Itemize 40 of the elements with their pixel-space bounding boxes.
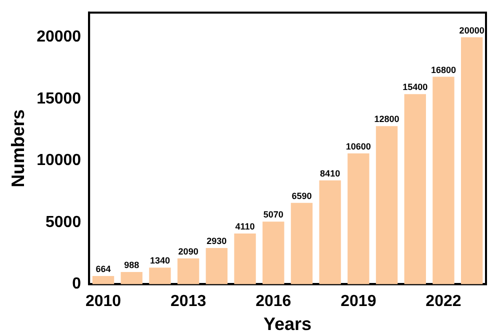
data-label: 10600 [346,141,371,152]
y-tick-label: 5000 [46,214,82,231]
x-tick-label: 2022 [426,293,462,310]
x-tick-label: 2013 [170,293,206,310]
data-label: 15400 [402,82,428,92]
data-label: 2930 [206,236,227,246]
bar [376,126,398,284]
bar [234,233,256,284]
bar [149,268,171,284]
bar [404,94,426,284]
data-label: 16800 [430,64,456,75]
y-tick-label: 10000 [36,152,82,170]
data-label: 1340 [150,256,170,266]
bar [262,222,284,284]
x-tick-label: 2016 [256,293,292,310]
y-tick-label: 15000 [36,90,82,108]
y-axis-title: Numbers [8,109,28,188]
bar [319,180,341,284]
data-label: 12800 [374,114,400,124]
data-label: 988 [124,260,140,270]
x-tick-label: 2019 [340,293,376,310]
y-tick-label: 20000 [36,28,82,46]
data-label: 5070 [263,210,284,220]
bar [432,76,454,284]
bar [460,37,483,284]
data-label: 4110 [235,221,255,232]
data-label: 8410 [320,168,340,178]
bar [206,248,228,284]
y-tick-label: 0 [72,276,82,293]
x-tick-label: 2010 [85,293,122,310]
bar [290,202,313,284]
data-label: 664 [96,264,111,274]
bar [177,258,200,284]
data-label: 2090 [178,246,198,256]
bar [120,272,142,284]
bar [92,276,114,284]
bar [348,153,370,284]
data-label: 6590 [292,190,312,201]
data-label: 20000 [459,25,484,36]
x-axis-title: Years [264,314,312,334]
